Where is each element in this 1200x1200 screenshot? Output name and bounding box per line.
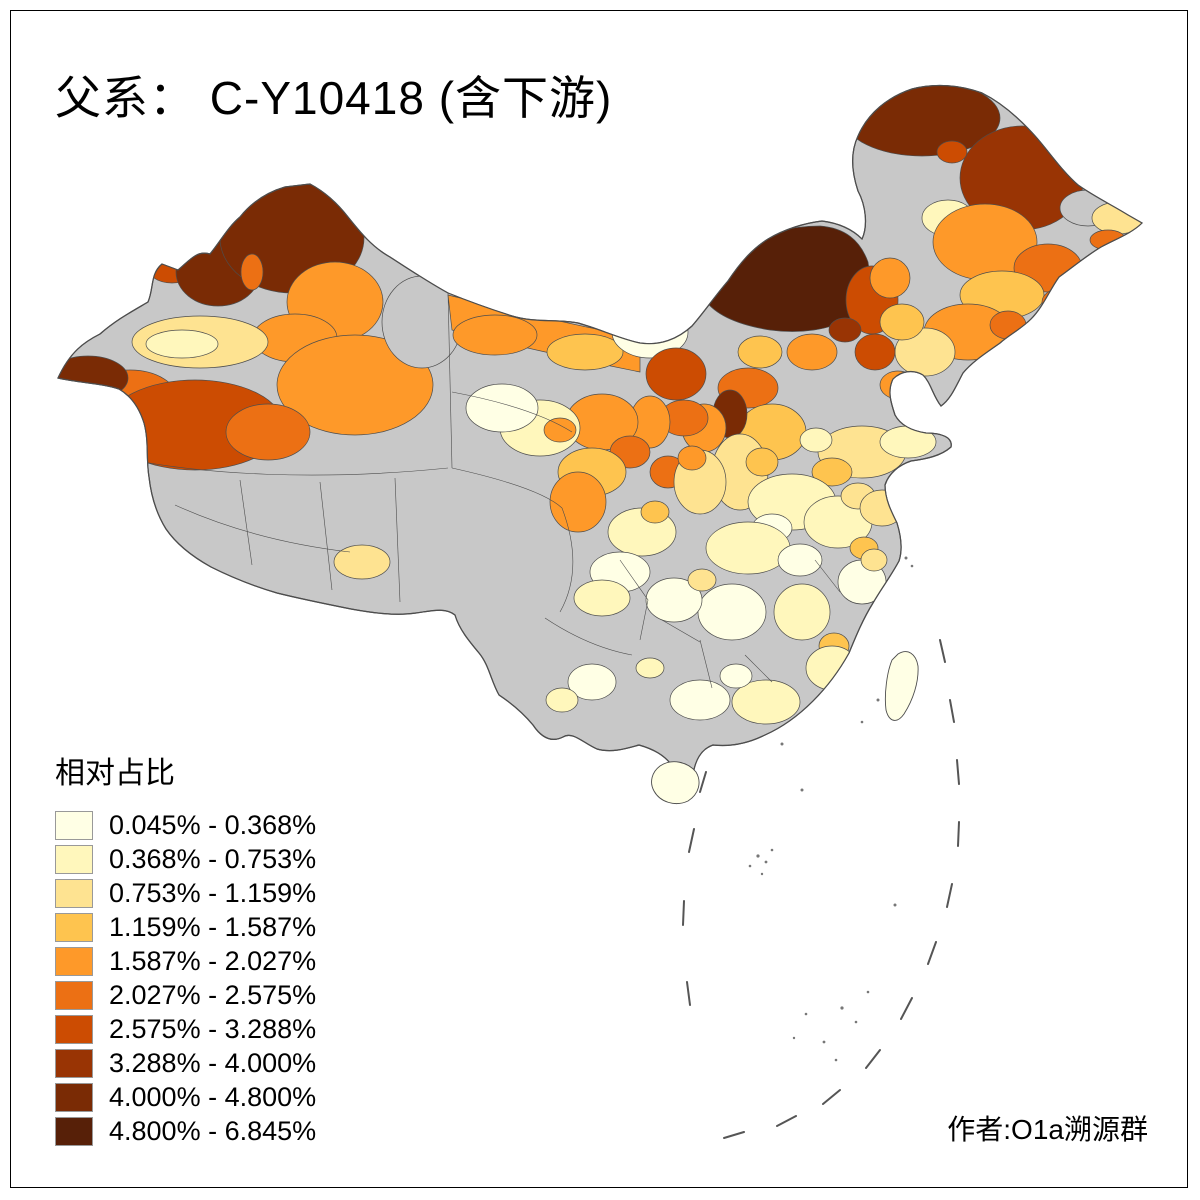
legend-label: 0.045% - 0.368% (109, 809, 317, 840)
prefecture-region (737, 335, 783, 369)
taiwan-island (884, 651, 919, 721)
nine-dash-line (682, 639, 960, 1139)
legend-swatch (55, 844, 93, 874)
legend-swatch (55, 810, 93, 840)
legend-swatch (55, 1014, 93, 1044)
prefecture-region (74, 398, 136, 452)
legend: 相对占比 0.045% - 0.368% 0.368% - 0.753% 0.7… (55, 748, 316, 1148)
prefecture-region (276, 334, 434, 436)
legend-label: 1.159% - 1.587% (109, 911, 317, 942)
prefecture-region (1089, 229, 1127, 251)
legend-label: 1.587% - 2.027% (109, 945, 317, 976)
legend-swatch (55, 878, 93, 908)
prefecture-region (645, 347, 707, 401)
legend-item: 3.288% - 4.000% (55, 1046, 316, 1080)
legend-item: 1.587% - 2.027% (55, 944, 316, 978)
prefecture-region (697, 583, 767, 641)
prefecture-region (936, 140, 968, 164)
legend-swatch (55, 1048, 93, 1078)
prefecture-region (145, 329, 219, 359)
prefecture-region (869, 257, 911, 299)
prefecture-region (567, 663, 617, 701)
legend-label: 4.800% - 6.845% (109, 1115, 317, 1146)
legend-item: 0.753% - 1.159% (55, 876, 316, 910)
prefecture-region (640, 500, 670, 524)
legend-item: 2.575% - 3.288% (55, 1012, 316, 1046)
prefecture-region (549, 471, 607, 533)
legend-item: 2.027% - 2.575% (55, 978, 316, 1012)
legend-swatch (55, 1082, 93, 1112)
legend-item: 4.800% - 6.845% (55, 1114, 316, 1148)
prefecture-region (719, 663, 753, 689)
prefecture-region (1041, 287, 1083, 317)
prefecture-region (381, 275, 463, 369)
legend-swatch (55, 912, 93, 942)
prefecture-region (669, 679, 731, 721)
prefecture-region (687, 568, 717, 592)
map-title: 父系： C-Y10418 (含下游) (55, 72, 613, 124)
prefecture-region (545, 687, 579, 713)
hainan-island (651, 761, 700, 804)
legend-swatch (55, 980, 93, 1010)
legend-label: 2.027% - 2.575% (109, 979, 317, 1010)
prefecture-region (705, 521, 791, 575)
legend-title: 相对占比 (55, 757, 175, 790)
prefecture-region (677, 445, 707, 471)
prefecture-region (777, 543, 823, 577)
prefecture-region (1091, 201, 1142, 235)
prefecture-region (645, 577, 703, 623)
legend-item: 0.045% - 0.368% (55, 808, 316, 842)
legend-item: 1.159% - 1.587% (55, 910, 316, 944)
prefecture-region (879, 425, 937, 459)
prefecture-region (786, 333, 838, 371)
prefecture-region (805, 645, 859, 691)
prefecture-region (546, 333, 624, 371)
province-borders (94, 291, 841, 689)
legend-item: 4.000% - 4.800% (55, 1080, 316, 1114)
legend-item: 0.368% - 0.753% (55, 842, 316, 876)
legend-label: 3.288% - 4.000% (109, 1047, 317, 1078)
small-islands (748, 556, 914, 1062)
prefecture-region (465, 383, 539, 433)
prefecture-region (225, 403, 311, 461)
legend-swatch (55, 1116, 93, 1146)
prefecture-region (860, 548, 888, 572)
prefecture-region (773, 583, 831, 641)
legend-swatch (55, 946, 93, 976)
prefecture-region (799, 427, 833, 453)
prefecture-region (333, 544, 391, 580)
author-credit: 作者:O1a溯源群 (947, 1114, 1148, 1145)
prefecture-region (745, 447, 779, 477)
mainland-outline (57, 84, 1143, 779)
prefecture-region (859, 489, 905, 527)
prefecture-region (879, 303, 925, 341)
prefecture-region (828, 317, 862, 343)
legend-label: 2.575% - 3.288% (109, 1013, 317, 1044)
prefecture-region (573, 579, 631, 617)
prefecture-region (854, 333, 896, 371)
prefecture-region (989, 310, 1027, 340)
prefecture-region (543, 417, 577, 443)
prefecture-region (811, 457, 853, 487)
legend-label: 0.368% - 0.753% (109, 843, 317, 874)
legend-label: 0.753% - 1.159% (109, 877, 317, 908)
legend-label: 4.000% - 4.800% (109, 1081, 317, 1112)
prefecture-region (731, 679, 801, 725)
prefecture-region (452, 314, 538, 356)
prefecture-region (240, 253, 264, 291)
prefecture-region (635, 657, 665, 679)
